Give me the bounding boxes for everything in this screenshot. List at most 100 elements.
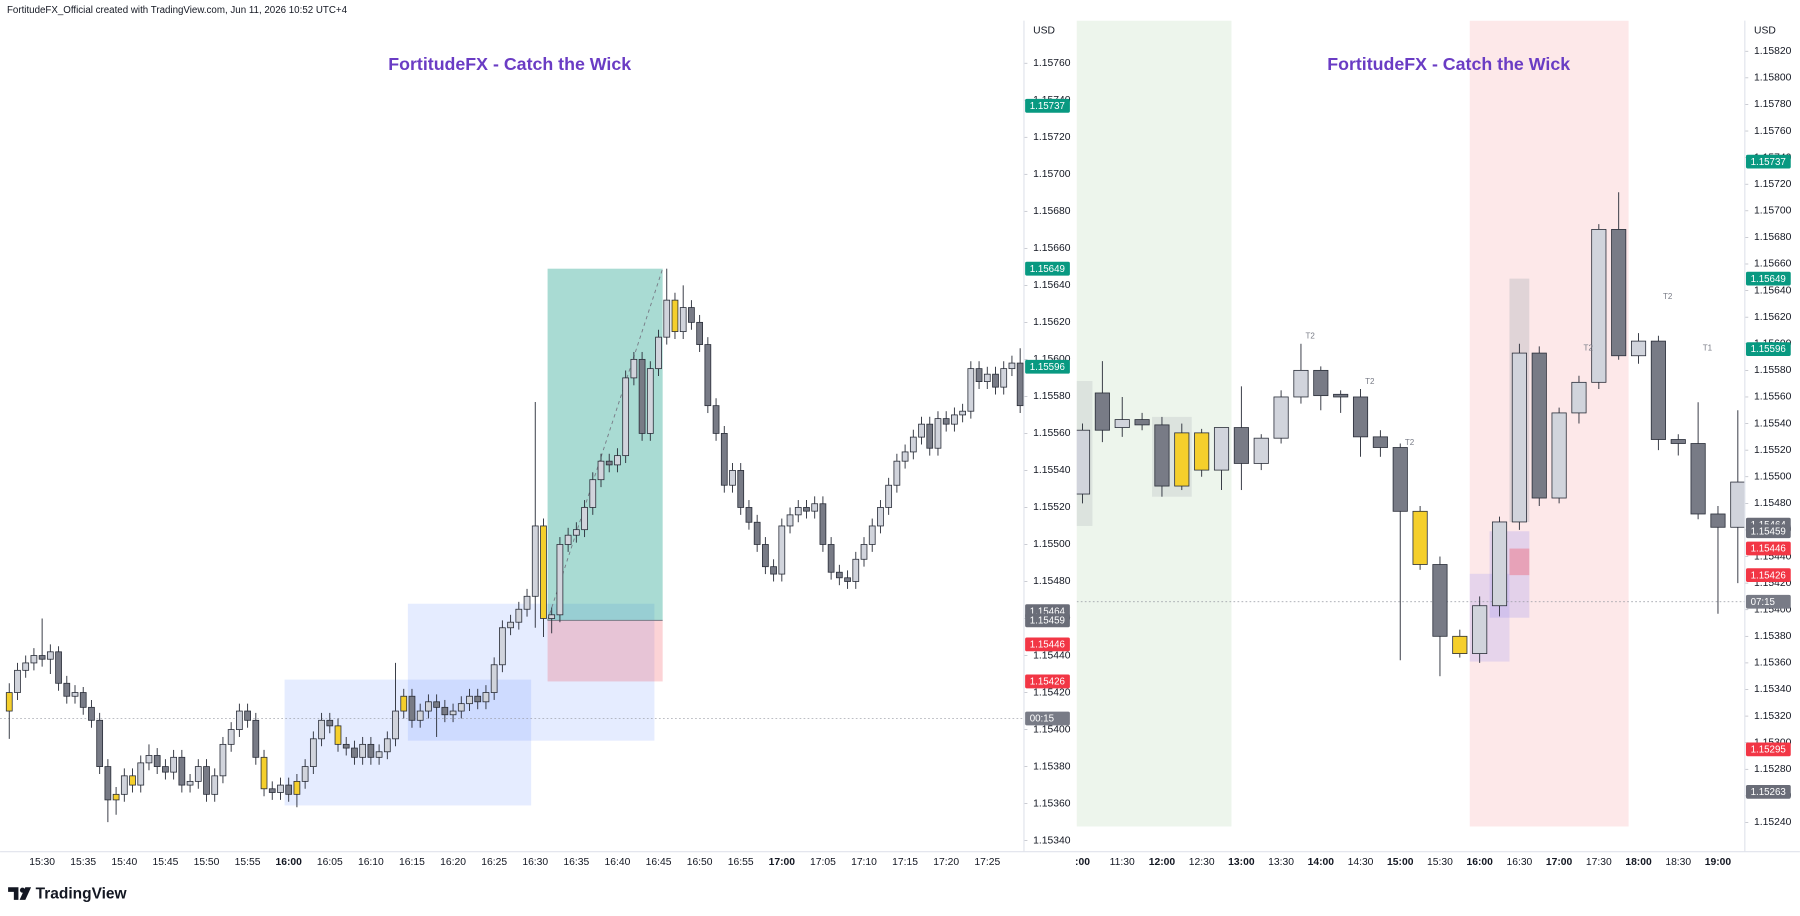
candle-body [1472,605,1488,654]
candle-body [1670,439,1686,444]
x-tick-label: 15:40 [111,857,137,868]
candle-body [597,460,605,481]
price-flag-label: 1.15649 [1030,264,1065,275]
candle-body [490,664,498,693]
price-flag-label: 1.15446 [1030,640,1065,651]
candle-body [120,775,128,795]
candle-body [729,470,736,486]
candle-body [252,719,260,758]
price-flag [1025,637,1070,652]
candle-body [745,507,753,523]
y-tick-label: 1.15800 [1754,73,1792,84]
loss-zone [547,620,663,682]
candle-body [786,514,794,527]
y-tick-label: 1.15640 [1754,285,1792,296]
zone [407,603,655,741]
logo-icon [8,887,32,900]
candle-body [1730,481,1745,528]
x-tick-label: 13:00 [1228,857,1255,868]
x-tick-label: 15:45 [152,857,178,868]
candle-body [104,766,112,801]
x-tick-label: 17:15 [892,857,918,868]
candle-body [408,695,416,721]
y-tick-label: 1.15420 [1033,687,1071,698]
candle-body [630,358,638,379]
candle-body [457,703,465,712]
y-tick-label: 1.15760 [1754,126,1792,137]
x-tick-label: 15:50 [194,857,220,868]
y-tick-label: 1.15500 [1754,471,1792,482]
candle-body [1016,362,1024,407]
price-flag-label: 1.15446 [1751,544,1786,555]
x-tick-label: 15:30 [1427,857,1453,868]
candle-body [556,544,564,616]
candle-body [622,377,630,457]
x-tick-label: 14:00 [1308,857,1335,868]
price-flag-label: 1.15426 [1030,677,1065,688]
y-tick-label: 1.15340 [1754,684,1792,695]
candle-body [688,307,695,323]
candle-body [975,368,983,382]
x-tick-label: 15:55 [235,857,261,868]
y-tick-label: 1.15520 [1033,502,1071,513]
price-flag-label: 1.15459 [1751,526,1786,537]
session-band [1469,20,1629,827]
candle-body [770,566,777,575]
price-flag [1745,568,1791,583]
x-tick-label: 16:45 [646,857,672,868]
annotation: T2 [1405,438,1415,447]
candle-body [1591,229,1607,383]
price-flag [1025,674,1070,689]
candle-body [219,743,227,777]
candle-body [737,470,745,508]
y-tick-label: 1.15400 [1754,604,1792,615]
price-flag [1025,359,1070,374]
candle-body [844,577,851,582]
candle-body [762,544,769,568]
zone [284,679,532,806]
candle-body [1531,352,1547,499]
candle-body [614,455,621,466]
candle-body [293,780,301,795]
candle-body [268,788,276,793]
candle-body [548,614,556,619]
price-flag-label: 1.15737 [1030,101,1065,112]
candle-body [704,344,712,407]
x-tick-label: 16:55 [728,857,754,868]
candle-body [901,451,909,462]
candle-body [260,756,268,790]
price-flag-label: 1.15426 [1751,570,1786,581]
candle-body [499,627,506,666]
candle-body [877,507,884,527]
price-flag [1745,524,1791,539]
candle-body [671,299,679,333]
logo: TradingView [8,885,128,902]
price-flag [1745,594,1791,609]
candle-body [178,756,186,786]
candle-body [334,725,342,745]
x-tick-label: 15:00 [1387,857,1414,868]
y-tick-label: 1.15720 [1754,179,1792,190]
candle-body [589,479,597,508]
x-tick-label: 16:30 [522,857,548,868]
candle-body [1372,436,1388,448]
x-tick-label: 17:10 [851,857,877,868]
price-flag [1745,541,1791,556]
logo-icon [19,887,25,893]
price-flag-label: 1.15263 [1751,787,1786,798]
chart-title: FortitudeFX - Catch the Wick [388,54,631,74]
candle-body [342,743,350,749]
candle-body [753,521,761,545]
candle-body [375,751,383,758]
candle-body [572,529,580,536]
candle-body [1000,368,1008,388]
candle-body [909,436,917,453]
candle-body [1233,427,1249,464]
y-tick-label: 1.15720 [1033,132,1071,143]
y-tick-label: 1.15640 [1033,280,1071,291]
price-flag-label: 1.15464 [1030,606,1066,617]
x-tick-label: 12:00 [1149,857,1176,868]
candle-body [71,692,79,697]
candle-body [392,710,399,740]
